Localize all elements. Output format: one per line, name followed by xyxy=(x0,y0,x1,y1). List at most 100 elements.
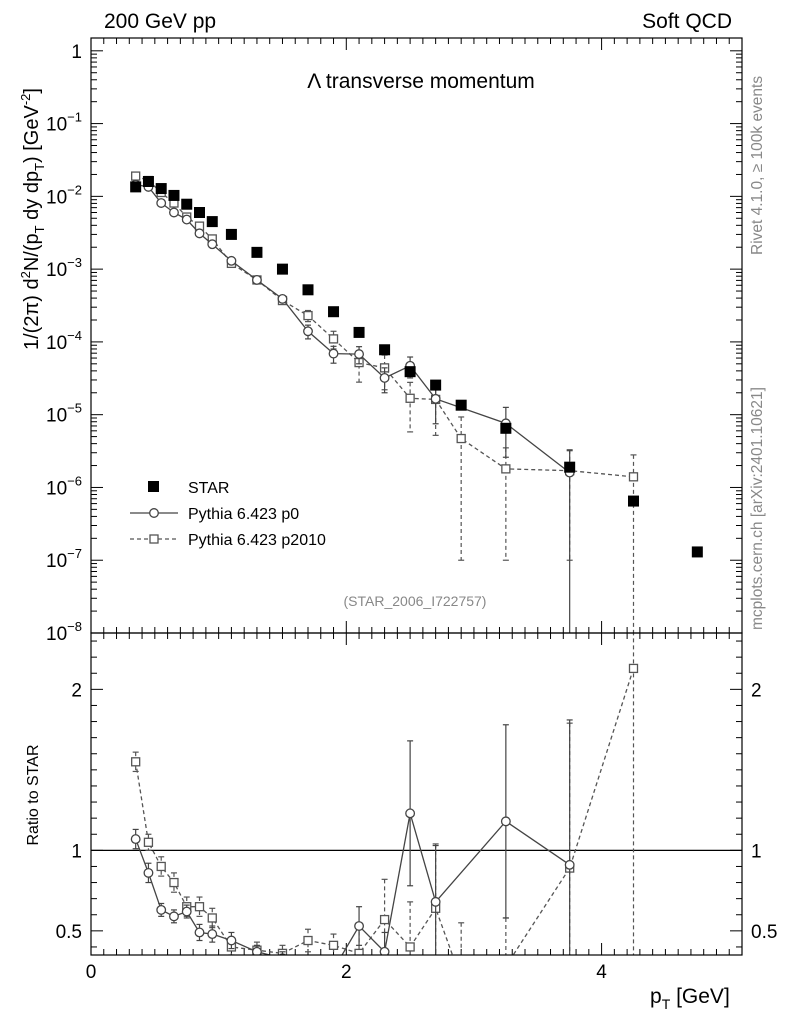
ratio-y-axis-label: Ratio to STAR xyxy=(25,744,42,845)
data-point xyxy=(156,861,166,872)
legend-entry-p2010: Pythia 6.423 p2010 xyxy=(130,532,326,549)
analysis-watermark: (STAR_2006_I722757) xyxy=(344,593,487,609)
star-point xyxy=(564,461,576,473)
data-point xyxy=(430,896,441,907)
data-point xyxy=(303,935,313,946)
legend-marker-star xyxy=(148,481,159,492)
main-panel: Λ transverse momentum (STAR_2006_I722757… xyxy=(18,37,743,645)
data-point xyxy=(500,816,511,827)
data-point xyxy=(277,293,288,304)
main-y-tick-label: 10−2 xyxy=(46,182,82,208)
main-y-tick-label: 1 xyxy=(71,42,82,63)
data-point xyxy=(143,837,154,847)
star-point xyxy=(628,495,639,507)
data-point xyxy=(405,393,415,403)
main-y-tick-label: 10−3 xyxy=(46,255,82,281)
data-point xyxy=(207,929,218,940)
legend-marker-p0 xyxy=(149,508,159,518)
data-point xyxy=(207,913,217,923)
ratio-y-tick-label-right: 2 xyxy=(751,680,762,701)
ratio-data-layer xyxy=(91,633,742,983)
data-point xyxy=(502,962,510,970)
ratio-y-tick-label: 2 xyxy=(71,680,82,701)
data-point xyxy=(456,433,466,444)
data-point xyxy=(251,275,262,285)
ratio-x-tick-labels: 0 2 4 xyxy=(86,962,608,983)
rivet-label: Rivet 4.1.0, ≥ 100k events xyxy=(749,76,766,255)
data-point xyxy=(328,348,339,359)
data-point xyxy=(304,964,313,973)
data-point xyxy=(430,393,441,404)
data-point xyxy=(405,942,415,952)
x-axis-label: pT [GeV] xyxy=(650,985,730,1012)
header-right: Soft QCD xyxy=(642,10,732,33)
x-tick-label: 2 xyxy=(341,962,352,983)
star-point xyxy=(455,399,467,411)
data-point xyxy=(181,906,192,917)
star-point xyxy=(302,284,314,296)
legend: STAR Pythia 6.423 p0 Pythia 6.423 p2010 xyxy=(130,480,326,549)
mcplots-label: mcplots.cern.ch [arXiv:2401.10621] xyxy=(749,387,766,630)
star-point xyxy=(225,228,237,240)
data-point xyxy=(564,859,575,870)
data-point xyxy=(628,472,639,482)
star-point xyxy=(404,366,416,378)
series-line xyxy=(135,813,571,955)
data-point xyxy=(131,757,141,767)
data-point xyxy=(303,310,313,321)
ratio-y-tick-label-right: 0.5 xyxy=(751,922,777,943)
ratio-y-tick-labels: 0.5 0.5 1 1 2 2 xyxy=(56,680,778,943)
main-data-layer xyxy=(130,171,703,633)
data-point xyxy=(354,948,364,955)
star-point xyxy=(353,326,365,338)
data-point xyxy=(379,914,390,925)
ratio-y-tick-label: 0.5 xyxy=(56,922,82,943)
legend-entry-star: STAR xyxy=(148,480,229,497)
chart-title: Λ transverse momentum xyxy=(307,70,535,93)
data-point xyxy=(169,877,179,888)
ratio-y-tick-label-right: 1 xyxy=(751,841,762,862)
data-point xyxy=(354,349,365,360)
data-point xyxy=(226,255,237,266)
data-point xyxy=(328,334,339,344)
data-point xyxy=(194,902,205,912)
data-point xyxy=(501,464,511,474)
main-y-tick-label: 10−1 xyxy=(46,110,82,136)
data-point xyxy=(130,834,141,845)
main-axis-ticks xyxy=(90,38,743,634)
main-y-tick-label: 10−5 xyxy=(46,401,82,427)
data-point xyxy=(251,946,262,955)
data-point xyxy=(457,975,465,983)
data-point xyxy=(328,940,339,950)
star-point xyxy=(430,379,442,391)
x-tick-label: 0 xyxy=(86,962,97,983)
legend-marker-p2010 xyxy=(149,534,159,544)
data-point xyxy=(628,663,639,674)
star-point xyxy=(276,263,288,275)
x-tick-label: 4 xyxy=(596,962,607,983)
main-y-tick-label: 10−8 xyxy=(46,619,82,645)
data-point xyxy=(303,326,313,337)
data-point xyxy=(194,228,205,239)
main-y-tick-label: 10−7 xyxy=(46,546,82,572)
star-point xyxy=(168,189,180,201)
star-point xyxy=(379,344,391,356)
header-left: 200 GeV pp xyxy=(104,10,216,33)
data-point xyxy=(169,207,179,218)
data-point xyxy=(329,965,338,974)
star-point xyxy=(500,422,512,434)
data-point xyxy=(379,946,390,955)
ratio-frame xyxy=(90,632,743,956)
data-point xyxy=(194,927,205,938)
data-point xyxy=(405,808,416,819)
data-point xyxy=(156,904,167,915)
legend-label-star: STAR xyxy=(188,480,229,497)
star-point xyxy=(691,546,703,558)
ratio-y-tick-label: 1 xyxy=(71,841,82,862)
main-y-tick-label: 10−6 xyxy=(46,473,82,499)
data-point xyxy=(181,214,192,225)
legend-label-p2010: Pythia 6.423 p2010 xyxy=(188,532,326,549)
star-point xyxy=(155,183,167,195)
star-point xyxy=(142,176,154,188)
